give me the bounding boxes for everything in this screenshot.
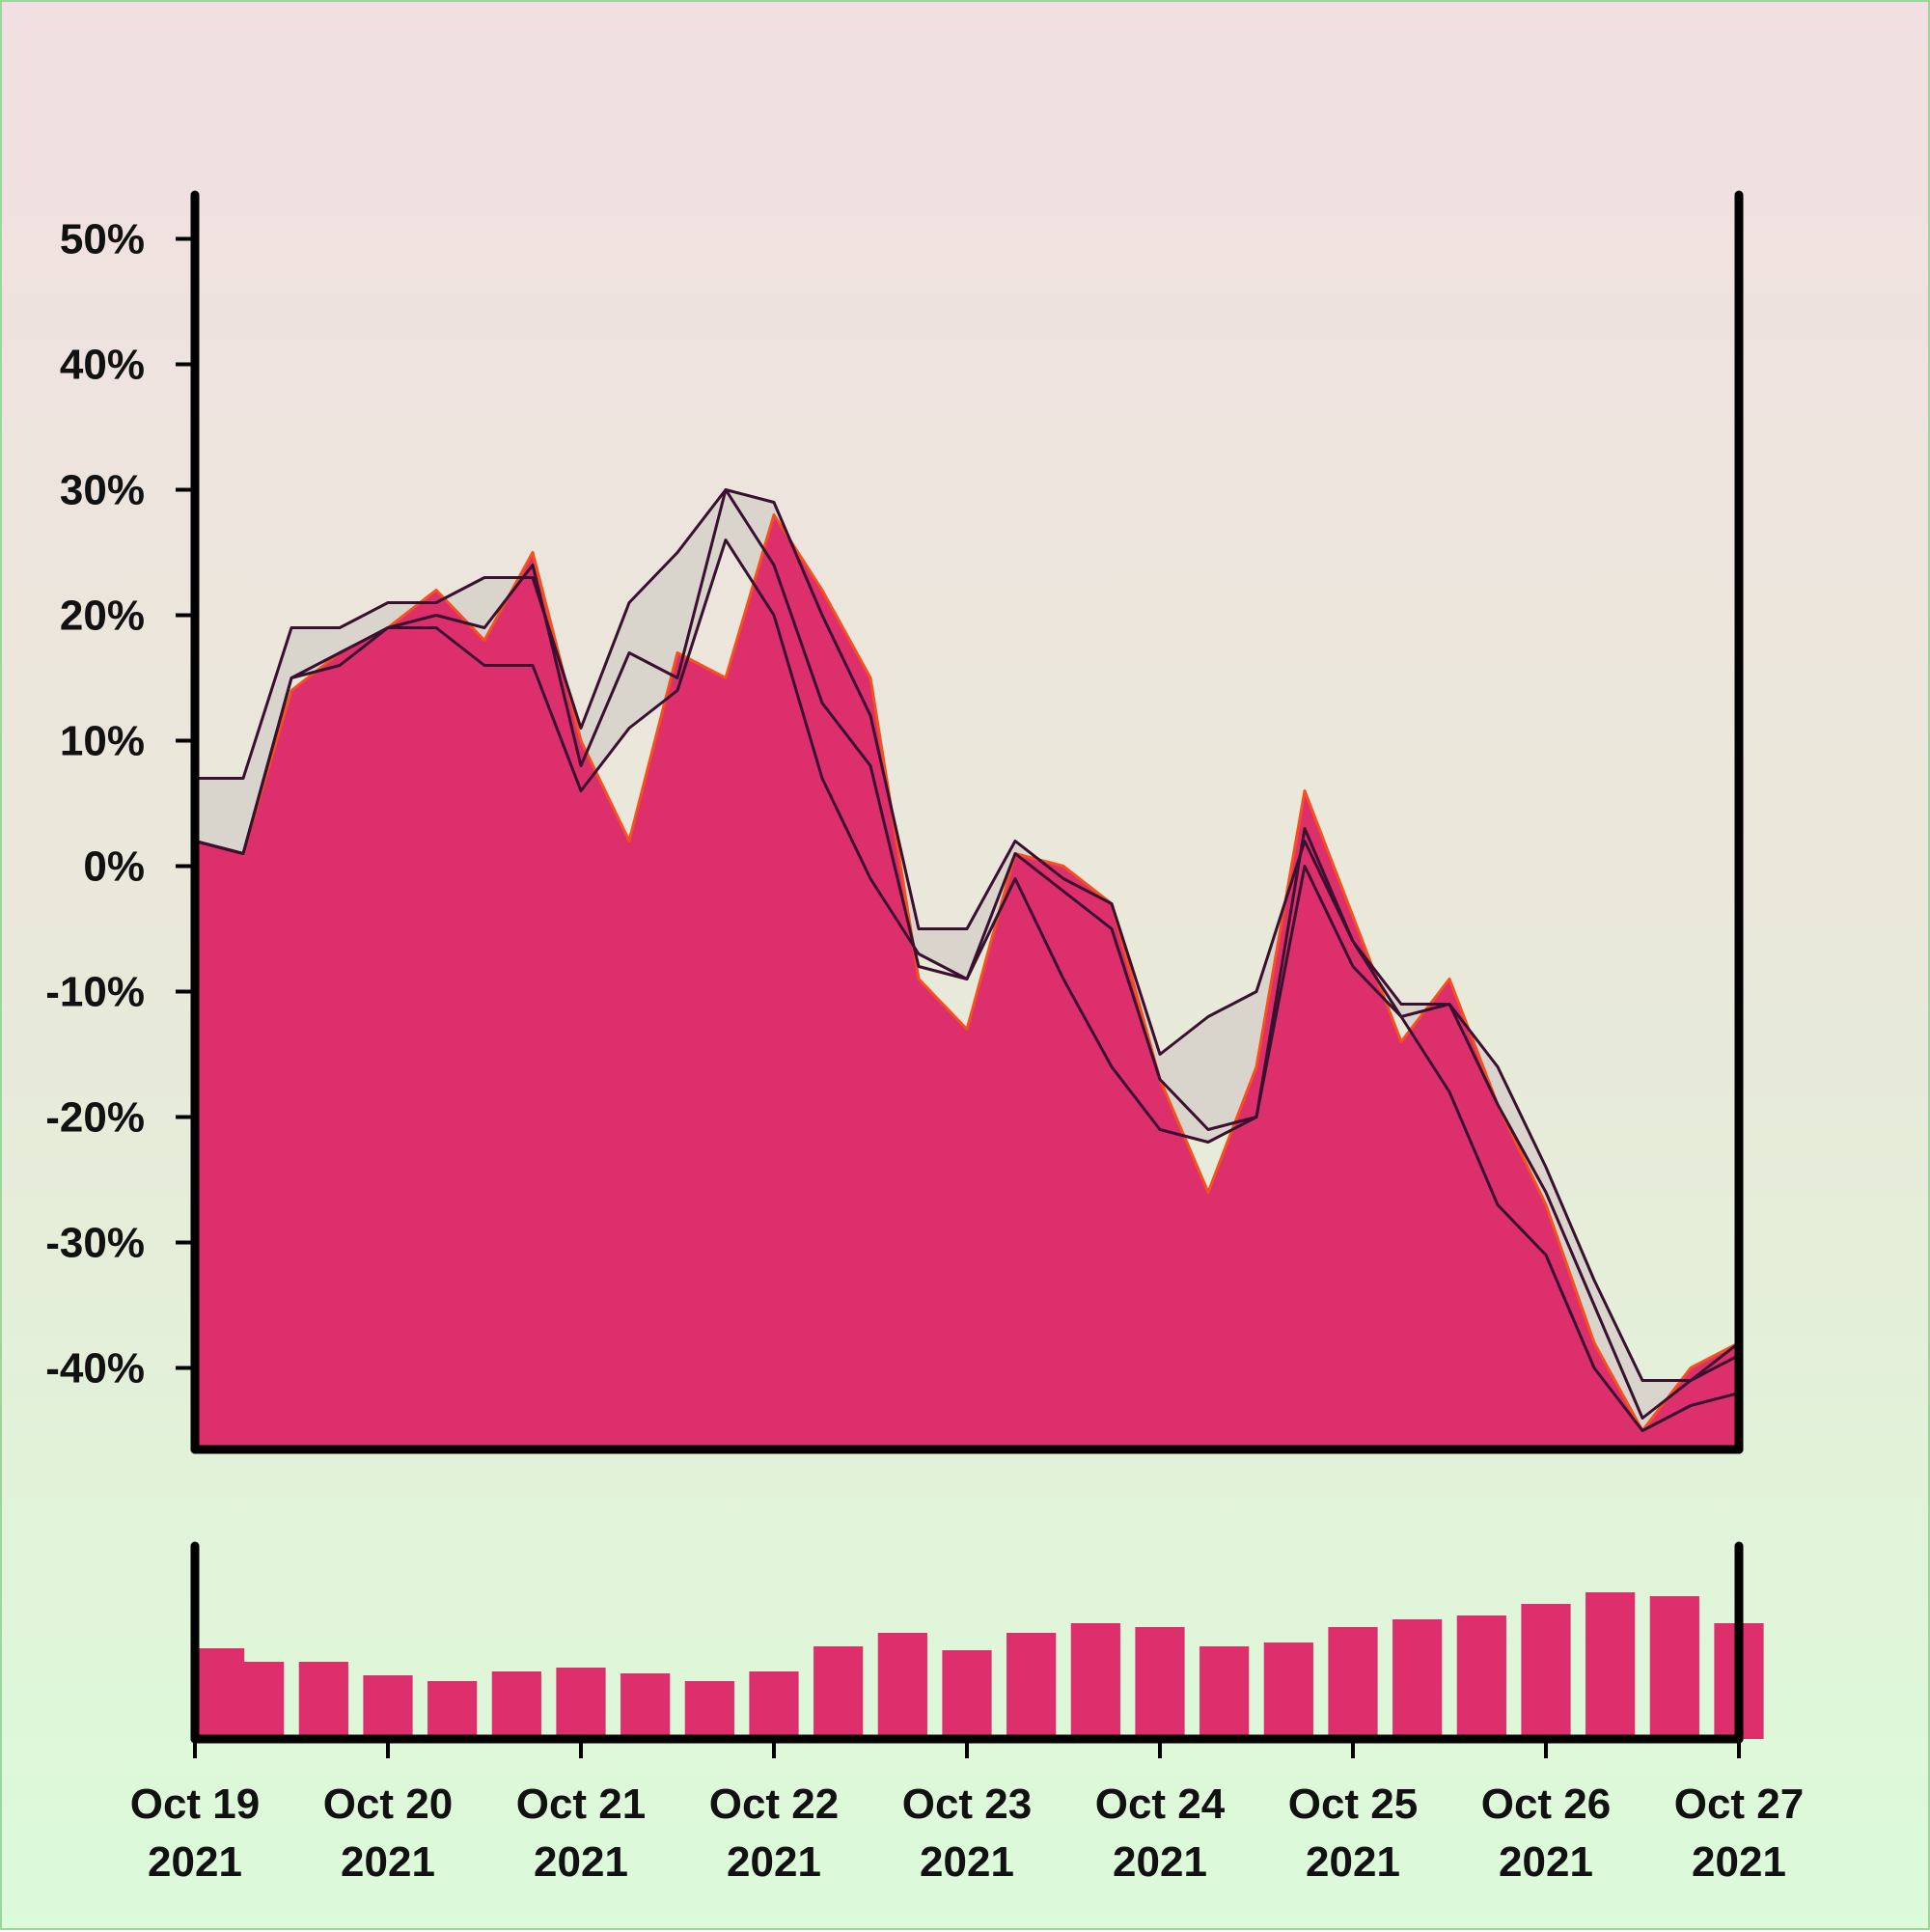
x-tick-label-year: 2021 bbox=[1692, 1838, 1786, 1886]
y-tick-label: 20% bbox=[60, 593, 145, 640]
volume-bar bbox=[749, 1671, 799, 1739]
x-tick-label-date: Oct 27 bbox=[1674, 1780, 1805, 1828]
x-tick-label-date: Oct 23 bbox=[902, 1780, 1033, 1828]
volume-bar bbox=[1456, 1615, 1506, 1739]
volume-bar bbox=[556, 1668, 606, 1739]
volume-bar bbox=[234, 1662, 285, 1739]
y-tick-label: -10% bbox=[45, 969, 145, 1016]
x-tick-label-year: 2021 bbox=[148, 1838, 242, 1886]
y-tick-label: 30% bbox=[60, 467, 145, 514]
x-tick-label-year: 2021 bbox=[1113, 1838, 1207, 1886]
volume-bar bbox=[427, 1681, 478, 1739]
volume-bar bbox=[298, 1662, 348, 1739]
volume-bar bbox=[684, 1681, 734, 1739]
volume-bar bbox=[1006, 1633, 1057, 1739]
y-tick-label: 10% bbox=[60, 718, 145, 765]
x-tick-label-date: Oct 25 bbox=[1288, 1780, 1419, 1828]
volume-bar bbox=[1521, 1604, 1571, 1739]
volume-bar bbox=[813, 1646, 864, 1739]
volume-bar bbox=[1328, 1627, 1378, 1739]
x-tick-label-date: Oct 21 bbox=[516, 1780, 647, 1828]
volume-bar bbox=[942, 1650, 992, 1739]
volume-bar bbox=[1649, 1596, 1699, 1739]
volume-bar bbox=[1263, 1642, 1313, 1739]
volume-bar bbox=[1199, 1646, 1250, 1739]
x-tick-label-year: 2021 bbox=[727, 1838, 821, 1886]
x-tick-label-year: 2021 bbox=[920, 1838, 1014, 1886]
volume-bar bbox=[1585, 1592, 1636, 1739]
volume-bar bbox=[1135, 1627, 1185, 1739]
x-tick-label-date: Oct 19 bbox=[130, 1780, 261, 1828]
volume-bar bbox=[1392, 1619, 1443, 1739]
volume-bar bbox=[363, 1675, 413, 1739]
x-tick-label-year: 2021 bbox=[1306, 1838, 1400, 1886]
x-tick-label-date: Oct 26 bbox=[1481, 1780, 1612, 1828]
x-tick-label-year: 2021 bbox=[341, 1838, 435, 1886]
x-tick-label-date: Oct 24 bbox=[1095, 1780, 1226, 1828]
return-area bbox=[193, 513, 1741, 1451]
y-tick-label: -40% bbox=[45, 1345, 145, 1393]
volume-bar bbox=[1070, 1623, 1120, 1739]
x-tick-label-date: Oct 22 bbox=[709, 1780, 840, 1828]
y-tick-label: 40% bbox=[60, 342, 145, 389]
volume-bar bbox=[491, 1671, 541, 1739]
volume-bar bbox=[877, 1633, 927, 1739]
band-fill bbox=[195, 489, 1739, 1431]
y-tick-label: 50% bbox=[60, 216, 145, 263]
x-tick-label-date: Oct 20 bbox=[323, 1780, 454, 1828]
volume-bar bbox=[620, 1673, 671, 1739]
x-tick-label-year: 2021 bbox=[534, 1838, 628, 1886]
x-tick-label-year: 2021 bbox=[1499, 1838, 1593, 1886]
y-tick-label: -30% bbox=[45, 1220, 145, 1267]
y-tick-label: 0% bbox=[83, 843, 145, 891]
y-tick-label: -20% bbox=[45, 1094, 145, 1142]
moving-average-line bbox=[194, 488, 1740, 1420]
upper-band-line bbox=[195, 488, 1740, 1382]
